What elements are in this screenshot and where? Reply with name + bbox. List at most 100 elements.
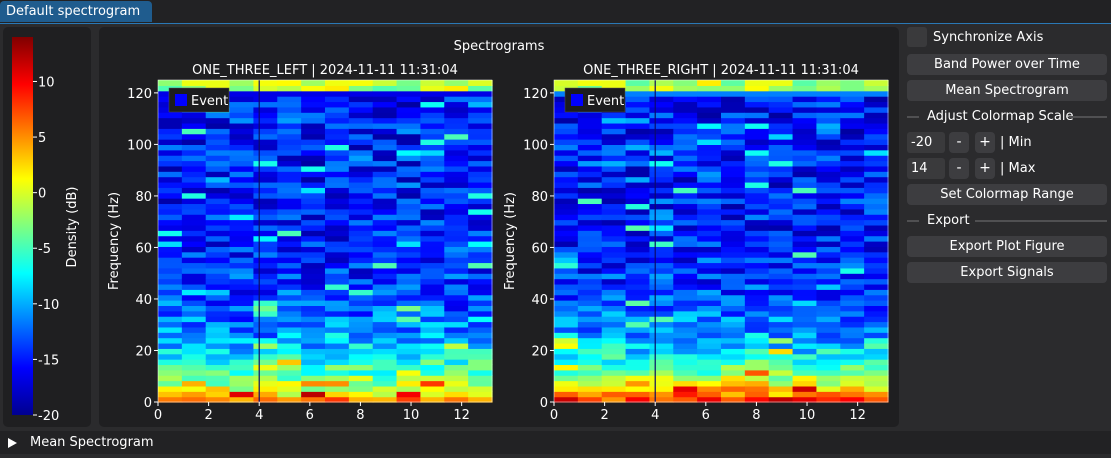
heatmap-cell <box>840 187 865 194</box>
heatmap-cell <box>744 267 770 274</box>
spectrogram-right[interactable]: ONE_THREE_RIGHT | 2024-11-11 11:31:04Eve… <box>503 63 889 444</box>
export-plot-figure-button[interactable]: Export Plot Figure <box>907 236 1107 257</box>
heatmap-cell <box>420 262 445 269</box>
heatmap-cell <box>444 160 469 167</box>
heatmap-cell <box>816 160 841 167</box>
heatmap-cell <box>577 133 603 140</box>
heatmap-cell <box>325 353 350 360</box>
heatmap-cell <box>768 90 794 97</box>
heatmap-cell <box>253 391 278 398</box>
heatmap-cell <box>420 224 445 231</box>
heatmap-cell <box>601 165 627 172</box>
min-decrement-button[interactable]: - <box>949 132 969 153</box>
band-power-button[interactable]: Band Power over Time <box>907 54 1107 75</box>
heatmap-cell <box>625 106 651 113</box>
heatmap-cell <box>697 380 722 387</box>
colormap-max-field[interactable]: 14 <box>907 158 945 179</box>
heatmap-cell <box>792 380 818 387</box>
tab-default-spectrogram[interactable]: Default spectrogram <box>0 1 152 22</box>
heatmap-cell <box>697 267 722 274</box>
heatmap-cell <box>277 289 302 296</box>
heatmap-cell <box>625 353 651 360</box>
mean-spectrogram-button[interactable]: Mean Spectrogram <box>907 80 1107 101</box>
mean-spectrogram-collapsible[interactable]: Mean Spectrogram <box>0 431 1111 454</box>
heatmap-cell <box>253 241 278 247</box>
heatmap-cell <box>468 198 493 205</box>
heatmap-cell <box>396 353 422 360</box>
heatmap-cell <box>396 165 422 172</box>
legend: Event <box>564 87 626 113</box>
min-increment-button[interactable]: + <box>975 132 995 153</box>
heatmap-cell <box>721 122 746 129</box>
export-signals-button[interactable]: Export Signals <box>907 262 1107 283</box>
heatmap-cell <box>816 139 841 145</box>
heatmap-cell <box>158 359 183 366</box>
set-colormap-range-button[interactable]: Set Colormap Range <box>907 184 1107 205</box>
max-increment-button[interactable]: + <box>975 158 995 179</box>
heatmap-cell <box>744 385 770 392</box>
heatmap-cell <box>301 294 326 301</box>
heatmap-cell <box>864 85 889 92</box>
heatmap-cell <box>253 106 278 113</box>
heatmap-cell <box>864 128 889 135</box>
heatmap-cell <box>744 300 770 306</box>
plot-title: ONE_THREE_LEFT | 2024-11-11 11:31:04 <box>192 63 458 78</box>
heatmap-cell <box>325 122 350 129</box>
heatmap-cell <box>396 267 422 274</box>
heatmap-cell <box>444 273 469 280</box>
heatmap-cell <box>325 101 350 108</box>
heatmap-cell <box>396 364 422 371</box>
synchronize-axis-checkbox[interactable] <box>907 27 927 47</box>
spectrogram-figure[interactable]: Spectrograms ONE_THREE_LEFT | 2024-11-11… <box>99 27 899 444</box>
heatmap-cell <box>158 257 183 264</box>
heatmap-cell <box>181 187 207 194</box>
heatmap-cell <box>396 316 422 323</box>
heatmap-cell <box>348 106 374 113</box>
heatmap-cell <box>468 85 493 92</box>
colormap-min-field[interactable]: -20 <box>907 132 945 153</box>
heatmap-cell <box>444 342 469 349</box>
heatmap-cell <box>396 198 422 205</box>
heatmap-cell <box>301 203 326 210</box>
heatmap-cell <box>253 369 278 376</box>
heatmap-cell <box>792 310 818 317</box>
heatmap-cell <box>649 90 674 97</box>
heatmap-cell <box>372 112 398 119</box>
heatmap-cell <box>158 294 183 301</box>
heatmap-cell <box>348 316 374 323</box>
heatmap-cell <box>601 300 627 306</box>
heatmap-cell <box>158 144 183 151</box>
heatmap-cell <box>625 262 651 269</box>
heatmap-cell <box>554 230 579 237</box>
heatmap-cell <box>277 149 302 156</box>
heatmap-cell <box>181 262 207 269</box>
spectrogram-left[interactable]: ONE_THREE_LEFT | 2024-11-11 11:31:04Even… <box>107 63 493 444</box>
heatmap-cell <box>864 321 889 328</box>
heatmap-cell <box>301 171 326 178</box>
max-decrement-button[interactable]: - <box>949 158 969 179</box>
heatmap-cell <box>301 192 326 199</box>
heatmap-cell <box>372 171 398 178</box>
heatmap-cell <box>325 262 350 269</box>
heatmap-cell <box>181 316 207 323</box>
heatmap-cell <box>396 278 422 285</box>
heatmap-cell <box>697 391 722 398</box>
heatmap-cell <box>301 128 326 135</box>
heatmap-cell <box>554 80 579 86</box>
heatmap-cell <box>768 155 794 162</box>
heatmap-cell <box>768 122 794 129</box>
heatmap-cell <box>158 267 183 274</box>
heatmap-cell <box>158 208 183 215</box>
heatmap-cell <box>372 359 398 366</box>
heatmap-cell <box>697 316 722 323</box>
heatmap-cell <box>229 106 255 113</box>
heatmap-cell <box>601 305 627 312</box>
heatmap-cell <box>205 224 231 231</box>
heatmap-cell <box>744 391 770 398</box>
heatmap-cell <box>372 96 398 103</box>
heatmap-cell <box>277 380 302 387</box>
heatmap-cell <box>840 171 865 178</box>
mean-spectrogram-header: Mean Spectrogram <box>30 435 154 450</box>
heatmap-cell <box>840 359 865 366</box>
expand-triangle-icon[interactable] <box>8 438 17 448</box>
